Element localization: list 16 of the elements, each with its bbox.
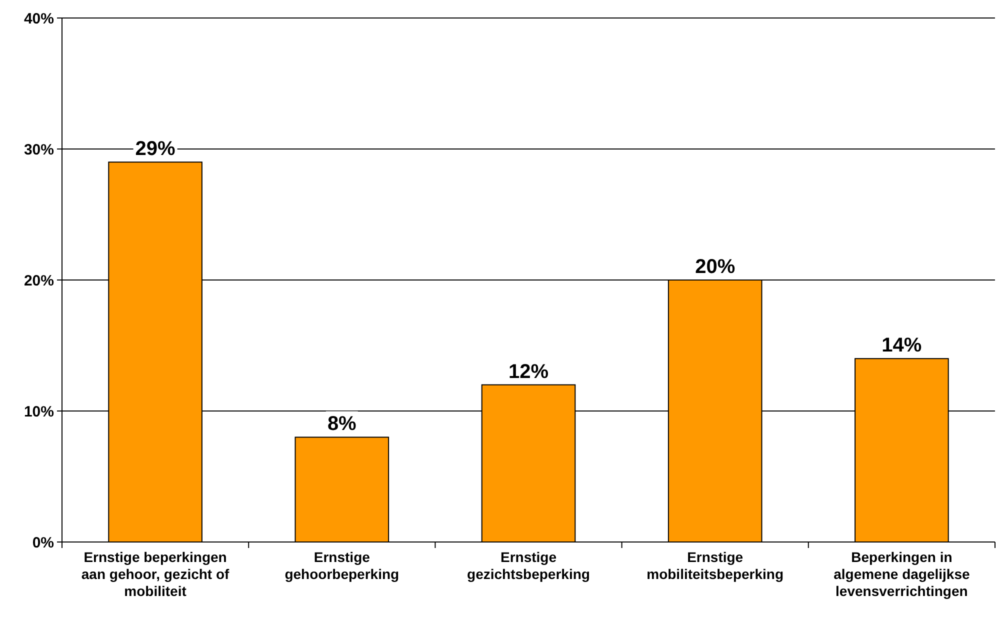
data-label: 12% — [508, 360, 549, 383]
y-tick-label: 0% — [32, 534, 54, 552]
data-label: 8% — [327, 413, 357, 436]
bar — [294, 436, 390, 542]
x-tick-label: Beperkingen in algemene dagelijkse levensverrichtingen — [834, 549, 970, 599]
data-label: 14% — [882, 334, 922, 357]
y-tick-label: 20% — [24, 272, 54, 290]
x-tick-label: Ernstige beperkingen aan gehoor, gezicht of mobiliteit — [81, 549, 230, 599]
data-label: 20% — [695, 256, 736, 278]
y-tick-label: 40% — [24, 10, 54, 28]
x-tick-label: Ernstige gehoorbeperking — [284, 549, 400, 582]
data-label: 29% — [135, 138, 176, 160]
y-tick-label: 10% — [24, 403, 54, 420]
x-tick-label: Ernstige gezichtsbeperking — [467, 549, 590, 582]
y-tick-label: 30% — [24, 141, 54, 158]
x-tick-label: Ernstige mobiliteitsbeperking — [646, 549, 784, 582]
